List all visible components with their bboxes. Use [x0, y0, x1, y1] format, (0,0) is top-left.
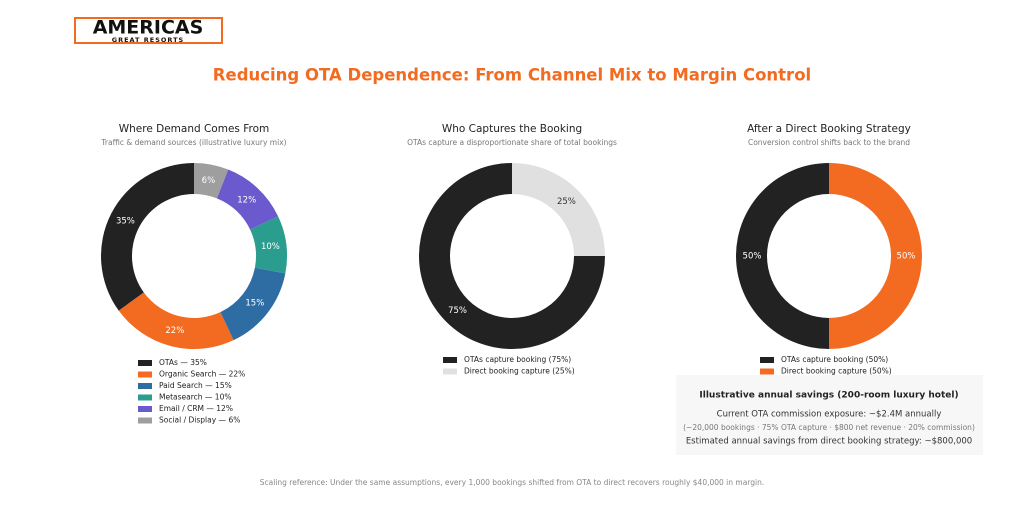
slice-label: 12% [237, 195, 256, 205]
chart-subtitle: Traffic & demand sources (illustrative l… [100, 138, 286, 147]
legend-label: Metasearch — 10% [159, 393, 231, 402]
donut-slice [419, 163, 605, 349]
chart-title: Who Captures the Booking [442, 123, 582, 135]
donut-slice [250, 216, 287, 274]
logo: AMERICAS GREAT RESORTS [74, 17, 223, 44]
savings-background [676, 375, 983, 455]
legend-swatch [443, 357, 457, 363]
donut-slice [736, 163, 829, 349]
legend-label: Social / Display — 6% [159, 416, 240, 425]
legend-swatch [138, 417, 152, 424]
slice-label: 35% [116, 217, 135, 227]
slice-label: 50% [897, 252, 916, 262]
savings-assumptions: (~20,000 bookings · 75% OTA capture · $8… [683, 423, 975, 432]
donut-slice [118, 292, 234, 349]
slice-label: 22% [165, 326, 184, 336]
legend-swatch [760, 368, 774, 375]
chart-title: After a Direct Booking Strategy [747, 123, 911, 135]
logo-frame [74, 17, 223, 44]
legend-swatch [443, 368, 457, 375]
legend-label: Paid Search — 15% [159, 381, 232, 390]
savings-estimate: Estimated annual savings from direct boo… [686, 437, 972, 447]
chart-subtitle: OTAs capture a disproportionate share of… [407, 138, 617, 147]
footnote: Scaling reference: Under the same assump… [260, 478, 764, 487]
donut-chart: Who Captures the Booking OTAs capture a d… [407, 123, 617, 376]
savings-title: Illustrative annual savings (200-room lu… [699, 391, 958, 401]
chart-subtitle: Conversion control shifts back to the br… [748, 138, 910, 147]
donut-slice [829, 163, 922, 349]
legend-label: Organic Search — 22% [159, 370, 245, 379]
savings-exposure: Current OTA commission exposure: ~$2.4M … [717, 410, 942, 420]
logo-tagline: GREAT RESORTS [112, 36, 184, 44]
donut-slice [512, 163, 605, 256]
legend-label: OTAs — 35% [159, 358, 207, 367]
slice-label: 15% [245, 299, 264, 309]
legend-label: Direct booking capture (50%) [781, 367, 892, 376]
legend-swatch [760, 357, 774, 363]
donut-chart: Where Demand Comes From Traffic & demand … [100, 123, 287, 425]
slice-label: 6% [202, 176, 216, 186]
charts: Where Demand Comes From Traffic & demand … [100, 123, 922, 425]
chart-title: Where Demand Comes From [119, 123, 270, 135]
savings-box: Illustrative annual savings (200-room lu… [676, 375, 983, 455]
legend-swatch [138, 360, 152, 366]
slice-label: 50% [743, 252, 762, 262]
legend-label: Email / CRM — 12% [159, 404, 233, 413]
slice-label: 10% [261, 242, 280, 252]
slice-label: 75% [448, 306, 467, 316]
legend-swatch [138, 383, 152, 389]
legend-label: Direct booking capture (25%) [464, 367, 575, 376]
legend-swatch [138, 394, 152, 401]
donut-slice [194, 163, 229, 199]
legend-swatch [138, 371, 152, 378]
donut-slice [100, 163, 194, 311]
legend-label: OTAs capture booking (75%) [464, 355, 571, 364]
donut-slice [216, 169, 279, 230]
legend-label: OTAs capture booking (50%) [781, 355, 888, 364]
slice-label: 25% [557, 197, 576, 207]
logo-name: AMERICAS [93, 17, 204, 39]
page-title: Reducing OTA Dependence: From Channel Mi… [213, 66, 811, 85]
legend-swatch [138, 406, 152, 412]
donut-chart: After a Direct Booking Strategy Conversio… [736, 123, 922, 376]
donut-slice [220, 267, 286, 341]
